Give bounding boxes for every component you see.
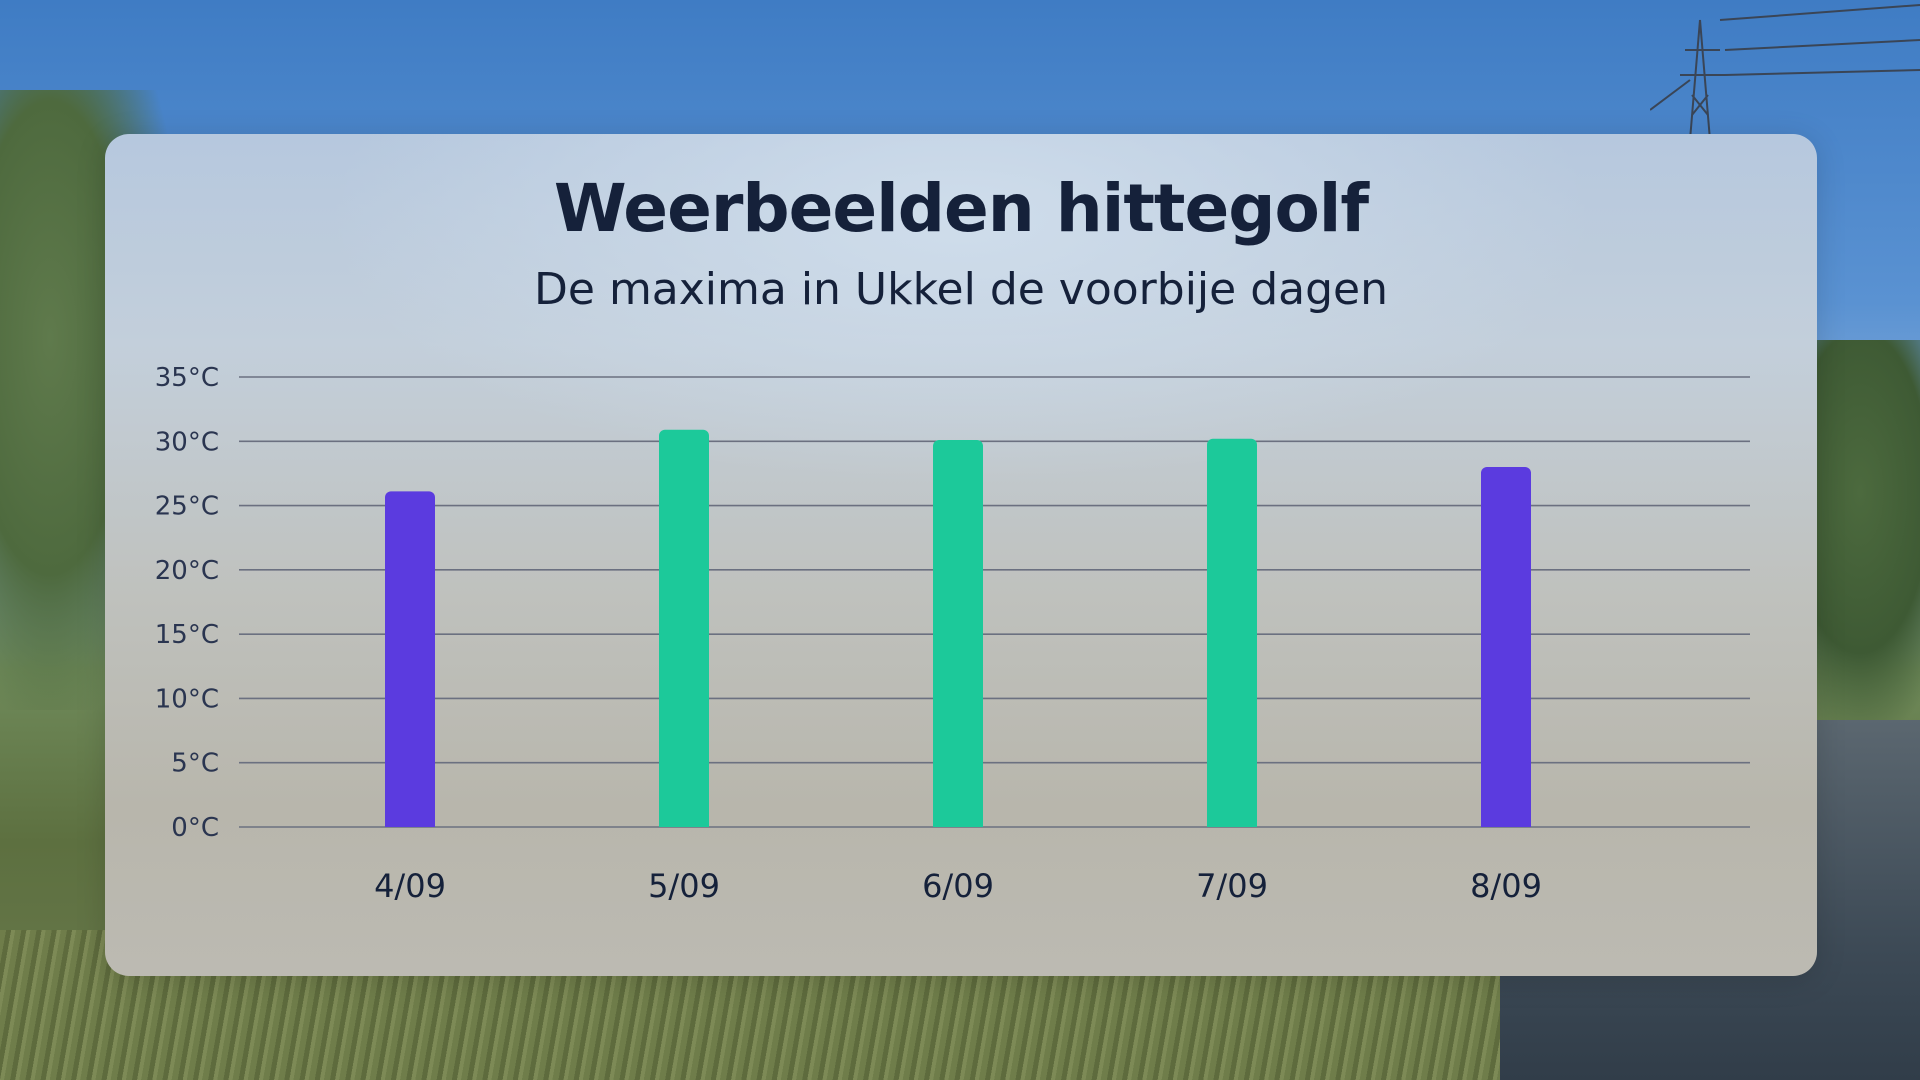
y-tick-label: 35°C [155,363,219,393]
x-tick-label: 5/09 [648,867,720,905]
x-tick-label: 4/09 [374,867,446,905]
power-pylon [1650,4,1920,140]
bar-base [385,817,435,827]
y-tick-label: 20°C [155,556,219,586]
x-tick-label: 8/09 [1470,867,1542,905]
bar-5-09 [659,429,709,827]
chart-card: Weerbeelden hittegolf De maxima in Ukkel… [105,134,1817,976]
bar-4-09 [385,491,435,827]
y-tick-label: 10°C [155,684,219,714]
bar-base [1207,817,1257,827]
y-tick-label: 25°C [155,492,219,522]
chart-title: Weerbeelden hittegolf [553,170,1369,247]
bar-8-09 [1481,467,1531,827]
y-tick-label: 15°C [155,620,219,650]
chart-subtitle: De maxima in Ukkel de voorbije dagen [534,264,1388,315]
bar-base [1481,817,1531,827]
y-tick-label: 30°C [155,427,219,457]
y-tick-label: 0°C [171,813,219,843]
bar-base [659,817,709,827]
bar-6-09 [933,440,983,827]
bar-base [933,817,983,827]
y-tick-label: 5°C [171,749,219,779]
bar-chart: 0°C 5°C 10°C 15°C 20°C 25°C 30°C 35°C 4/09 5/09 6/… [155,363,1750,905]
bar-7-09 [1207,438,1257,827]
x-tick-label: 6/09 [922,867,994,905]
x-tick-label: 7/09 [1196,867,1268,905]
